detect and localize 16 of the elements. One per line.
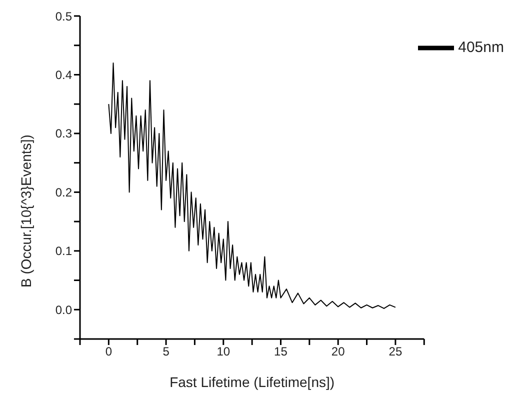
y-tick-label: 0.4 [55,68,72,82]
x-tick-label: 5 [162,344,170,359]
y-tick-label: 0.5 [55,9,72,24]
line-series [108,62,396,309]
legend-label: 405nm [458,39,504,56]
x-tick-label: 25 [388,344,402,359]
x-tick-label: 0 [105,344,112,359]
y-axis-title: B (Occur.[10{^3}Events]) [18,134,34,288]
x-tick-label: 20 [331,344,346,359]
x-tick-label: 15 [274,344,288,359]
y-tick-label: 0.3 [55,126,72,141]
y-tick-label: 0.2 [55,185,72,200]
x-tick-label: 10 [216,344,230,359]
y-tick-label: 0.0 [55,302,72,317]
x-axis-title: Fast Lifetime (Lifetime[ns]) [170,374,335,390]
y-tick-label: 0.1 [55,244,72,258]
